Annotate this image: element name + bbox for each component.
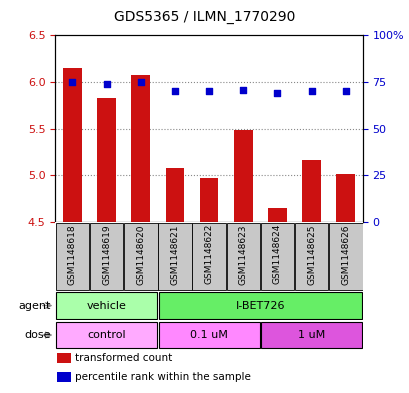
Text: I-BET726: I-BET726 xyxy=(235,301,284,310)
Point xyxy=(171,88,178,94)
Text: GSM1148623: GSM1148623 xyxy=(238,224,247,285)
Text: percentile rank within the sample: percentile rank within the sample xyxy=(74,372,250,382)
Text: dose: dose xyxy=(25,330,51,340)
Bar xyxy=(301,160,320,222)
FancyBboxPatch shape xyxy=(56,292,157,319)
Point xyxy=(137,79,144,85)
Bar xyxy=(335,174,354,222)
Text: GSM1148622: GSM1148622 xyxy=(204,224,213,285)
Bar xyxy=(57,372,71,382)
Text: 1 uM: 1 uM xyxy=(297,330,324,340)
Text: GSM1148620: GSM1148620 xyxy=(136,224,145,285)
Text: GSM1148619: GSM1148619 xyxy=(102,224,111,285)
Bar xyxy=(199,178,218,222)
Text: GDS5365 / ILMN_1770290: GDS5365 / ILMN_1770290 xyxy=(114,10,295,24)
Bar xyxy=(165,168,184,222)
Bar xyxy=(57,353,71,363)
FancyBboxPatch shape xyxy=(328,223,362,290)
Point xyxy=(239,86,246,93)
Text: GSM1148625: GSM1148625 xyxy=(306,224,315,285)
FancyBboxPatch shape xyxy=(124,223,157,290)
Text: 0.1 uM: 0.1 uM xyxy=(190,330,227,340)
Bar xyxy=(63,68,82,222)
FancyBboxPatch shape xyxy=(261,322,361,348)
Bar xyxy=(131,75,150,222)
Bar xyxy=(233,130,252,222)
FancyBboxPatch shape xyxy=(90,223,123,290)
Bar xyxy=(97,98,116,222)
Point xyxy=(308,88,314,94)
Point xyxy=(103,81,110,87)
FancyBboxPatch shape xyxy=(56,322,157,348)
FancyBboxPatch shape xyxy=(260,223,294,290)
FancyBboxPatch shape xyxy=(158,322,259,348)
Text: GSM1148618: GSM1148618 xyxy=(68,224,77,285)
Text: vehicle: vehicle xyxy=(86,301,126,310)
Point xyxy=(342,88,348,94)
Text: GSM1148621: GSM1148621 xyxy=(170,224,179,285)
Point xyxy=(69,79,76,85)
FancyBboxPatch shape xyxy=(158,223,191,290)
Text: GSM1148626: GSM1148626 xyxy=(340,224,349,285)
Bar xyxy=(267,208,286,222)
FancyBboxPatch shape xyxy=(192,223,225,290)
Text: GSM1148624: GSM1148624 xyxy=(272,224,281,285)
FancyBboxPatch shape xyxy=(158,292,361,319)
FancyBboxPatch shape xyxy=(56,223,89,290)
Text: transformed count: transformed count xyxy=(74,353,171,363)
Point xyxy=(274,90,280,96)
FancyBboxPatch shape xyxy=(294,223,328,290)
FancyBboxPatch shape xyxy=(226,223,259,290)
Point xyxy=(205,88,212,94)
Text: control: control xyxy=(87,330,126,340)
Text: agent: agent xyxy=(19,301,51,310)
